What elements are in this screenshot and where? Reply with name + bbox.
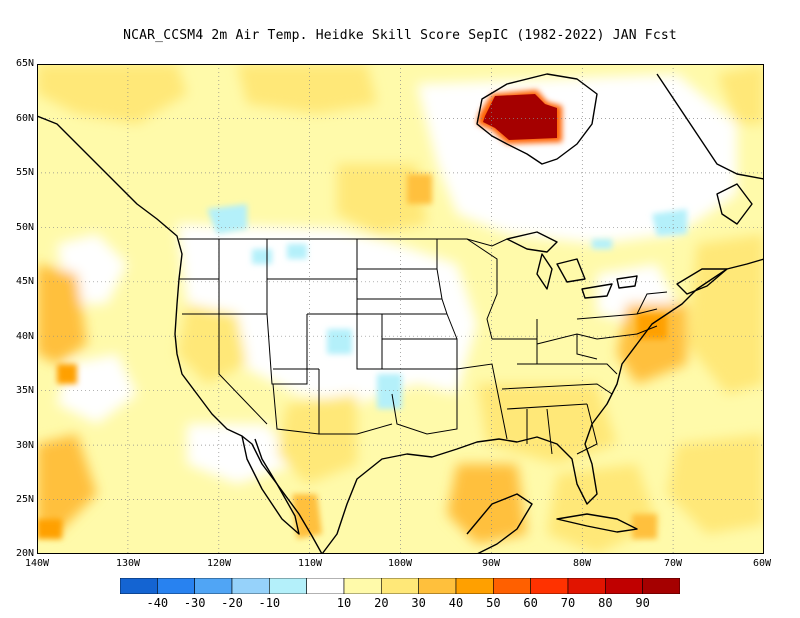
lat-label-55n: 55N bbox=[15, 167, 34, 178]
lat-label-30n: 30N bbox=[15, 440, 34, 451]
colorbar-label: -40 bbox=[146, 596, 169, 610]
colorbar-swatch bbox=[530, 577, 569, 595]
lat-label-45n: 45N bbox=[15, 276, 34, 287]
colorbar-swatch bbox=[605, 577, 643, 595]
map-frame bbox=[37, 64, 764, 554]
lon-label-110w: 110W bbox=[297, 558, 323, 569]
chart-title: NCAR_CCSM4 2m Air Temp. Heidke Skill Sco… bbox=[123, 28, 677, 43]
colorbar-label: 60 bbox=[523, 596, 538, 610]
colorbar-label: 90 bbox=[635, 596, 650, 610]
colorbar-label: -30 bbox=[183, 596, 206, 610]
colorbar-label: 30 bbox=[411, 596, 426, 610]
colorbar-swatch bbox=[567, 577, 606, 595]
colorbar-swatch bbox=[642, 577, 681, 595]
lon-label-120w: 120W bbox=[206, 558, 232, 569]
high-skill-patch bbox=[477, 90, 562, 144]
lat-label-40n: 40N bbox=[15, 331, 34, 342]
lon-label-60w: 60W bbox=[752, 558, 772, 569]
skill-score-map bbox=[37, 64, 764, 554]
lon-label-140w: 140W bbox=[24, 558, 50, 569]
colorbar-label: 40 bbox=[448, 596, 464, 610]
lat-label-20n: 20N bbox=[15, 548, 34, 559]
colorbar-label: 80 bbox=[598, 596, 613, 610]
colorbar-label: -20 bbox=[221, 596, 243, 610]
colorbar-label: 70 bbox=[560, 596, 576, 610]
lon-label-100w: 100W bbox=[387, 558, 413, 569]
lat-label-35n: 35N bbox=[15, 385, 34, 396]
lat-label-25n: 25N bbox=[15, 494, 34, 505]
lon-label-70w: 70W bbox=[663, 558, 683, 569]
colorbar-label: 20 bbox=[374, 596, 389, 610]
lon-label-90w: 90W bbox=[481, 558, 501, 569]
lon-label-130w: 130W bbox=[115, 558, 141, 569]
colorbar-swatch bbox=[418, 577, 457, 595]
grid-lines bbox=[37, 64, 764, 554]
lat-label-60n: 60N bbox=[15, 113, 34, 124]
colorbar-label: 50 bbox=[486, 596, 501, 610]
colorbar-swatch bbox=[119, 577, 158, 595]
colorbar-swatch bbox=[269, 577, 307, 595]
colorbar-swatch bbox=[157, 577, 195, 595]
colorbar-label: 10 bbox=[336, 596, 352, 610]
lat-label-50n: 50N bbox=[15, 222, 34, 233]
colorbar-swatch bbox=[231, 577, 270, 595]
coastlines bbox=[37, 73, 764, 554]
colorbar-swatch bbox=[381, 577, 419, 595]
colorbar-label: -10 bbox=[258, 596, 281, 610]
colorbar-swatch bbox=[493, 577, 531, 595]
colorbar-swatch bbox=[455, 577, 494, 595]
lon-label-80w: 80W bbox=[572, 558, 592, 569]
colorbar-swatch bbox=[194, 577, 233, 595]
colorbar bbox=[119, 577, 681, 595]
colorbar-swatch bbox=[343, 577, 382, 595]
colorbar-swatch bbox=[306, 577, 345, 595]
political-borders bbox=[179, 238, 668, 455]
lat-label-65n: 65N bbox=[15, 58, 34, 69]
